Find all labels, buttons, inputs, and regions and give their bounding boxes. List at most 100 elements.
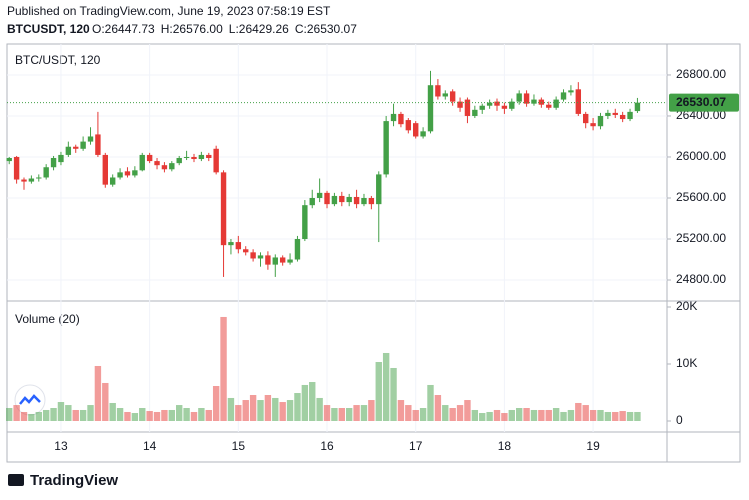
candle-body	[302, 205, 308, 239]
volume-bar	[464, 400, 471, 421]
candle-body	[634, 102, 641, 112]
candle-body	[213, 148, 219, 173]
candle-body	[13, 156, 20, 180]
y-tick-label: 26400.00	[676, 108, 726, 122]
volume-bar	[272, 397, 279, 421]
candle-body	[413, 123, 419, 137]
volume-bar	[65, 405, 72, 421]
volume-bar	[20, 411, 28, 421]
volume-bar	[109, 402, 116, 421]
y-tick-label: 24800.00	[676, 272, 726, 286]
candle-body	[457, 101, 463, 108]
volume-bar	[190, 411, 198, 421]
volume-bar	[338, 408, 346, 421]
volume-bar	[35, 411, 42, 421]
volume-bar	[102, 382, 109, 421]
candle-body	[176, 158, 182, 164]
volume-bar	[331, 408, 338, 421]
volume-bar	[560, 411, 567, 421]
candle-body	[472, 109, 478, 116]
candle-body	[427, 85, 434, 132]
volume-bar	[50, 408, 57, 421]
volume-bar	[242, 400, 249, 421]
volume-bar	[294, 393, 301, 421]
candle-body	[124, 171, 131, 176]
volume-bar	[427, 384, 434, 421]
volume-bar	[183, 408, 190, 421]
candle-body	[132, 170, 138, 176]
volume-bar	[168, 409, 176, 421]
candle-body	[117, 172, 123, 178]
volume-bar	[279, 402, 286, 421]
candle-body	[287, 259, 293, 263]
volume-bar	[501, 413, 508, 421]
candle-body	[109, 177, 116, 185]
volume-bar	[456, 405, 464, 421]
ohlc-header: O:26447.73 H:26576.00 L:26429.26 C:26530.07	[92, 22, 357, 36]
candle-body	[87, 136, 94, 142]
candle-body	[501, 105, 508, 109]
volume-bar	[405, 405, 412, 421]
volume-bar	[220, 316, 227, 421]
candle-body	[390, 113, 397, 122]
volume-bar	[316, 397, 323, 421]
logo-icon	[19, 394, 41, 405]
volume-bar	[634, 411, 641, 421]
volume-bar	[264, 395, 272, 421]
volume-bar	[235, 405, 242, 421]
volume-bar	[227, 397, 235, 421]
volume-bar	[257, 400, 264, 421]
candle-body	[102, 154, 108, 185]
candle-body	[442, 93, 448, 97]
y-tick-label: 25200.00	[676, 231, 726, 245]
candle-body	[272, 257, 278, 265]
candle-body	[346, 196, 352, 203]
candle-body	[65, 146, 72, 155]
candle-body	[486, 102, 493, 106]
volume-bar	[360, 405, 368, 421]
volume-bar	[530, 409, 538, 421]
y-tick-label: 25600.00	[676, 190, 726, 204]
volume-bar	[523, 408, 530, 421]
candle-body	[583, 113, 589, 124]
volume-bar	[368, 400, 375, 421]
candle-body	[523, 93, 530, 104]
candle-body	[494, 101, 500, 106]
candle-body	[36, 177, 42, 179]
y-tick-label: 26000.00	[676, 149, 726, 163]
candle-body	[546, 104, 552, 108]
candle-body	[361, 197, 367, 205]
candle-body	[191, 156, 197, 160]
x-tick-label: 17	[409, 439, 423, 453]
volume-bar	[479, 413, 486, 421]
brand-icon	[8, 474, 24, 486]
symbol: BTCUSDT, 120	[7, 22, 90, 36]
candle-body	[619, 114, 626, 120]
volume-bar	[153, 411, 161, 421]
published-note: Published on TradingView.com, June 19, 2…	[7, 4, 331, 18]
volume-bar	[619, 411, 626, 421]
x-tick-label: 14	[143, 439, 157, 453]
candle-body	[58, 154, 64, 163]
volume-bar	[419, 408, 427, 421]
candle-body	[479, 105, 485, 110]
candle-body	[80, 141, 86, 149]
volume-bar	[434, 395, 442, 421]
candle-body	[235, 242, 242, 250]
candle-body	[353, 196, 360, 205]
candle-body	[257, 255, 264, 259]
volume-bar	[382, 352, 390, 421]
candle-body	[294, 238, 301, 260]
volume-bar	[397, 400, 405, 421]
volume-bar	[442, 405, 449, 421]
volume-bar	[412, 409, 419, 421]
volume-bar	[212, 386, 220, 421]
ohlc-value: L:26429.26	[229, 22, 289, 36]
volume-bar	[94, 365, 102, 421]
candle-body	[597, 115, 604, 127]
x-tick-label: 15	[232, 439, 246, 453]
volume-bar	[515, 408, 523, 421]
candle-body	[538, 99, 545, 105]
